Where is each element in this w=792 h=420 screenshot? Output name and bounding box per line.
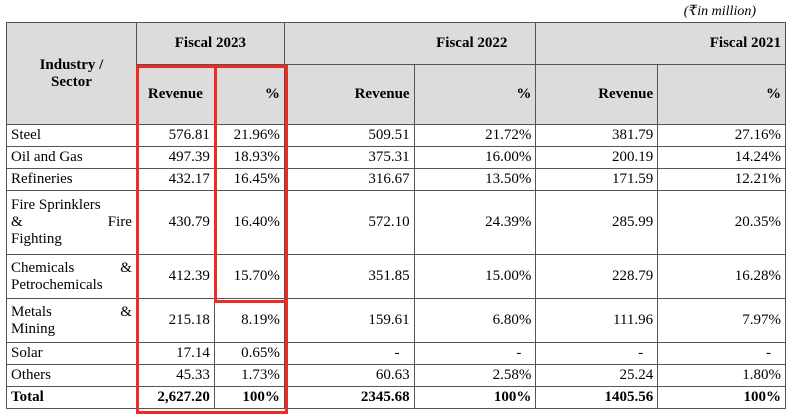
revenue-2023-cell: 497.39 [135, 146, 215, 169]
percent-2023-cell: 15.70% [213, 254, 285, 299]
revenue-2021-header: Revenue [535, 64, 659, 125]
table-row: Refineries 432.17 16.45% 316.67 13.50% 171.59… [6, 168, 786, 191]
table-row: Fire Sprinklers & Fire Fighting 430.79 16.40%… [6, 190, 786, 255]
fiscal-2023-header: Fiscal 2023 [135, 22, 285, 65]
sector-label-part: & [120, 303, 132, 320]
revenue-2023-cell: 412.39 [135, 254, 215, 299]
revenue-2022-cell: 351.85 [283, 254, 415, 299]
revenue-2022-header: Revenue [283, 64, 415, 125]
revenue-2021-cell: 200.19 [535, 146, 659, 169]
percent-2023-cell: 18.93% [213, 146, 285, 169]
revenue-2022-cell: 316.67 [283, 168, 415, 191]
percent-2023-cell: 16.45% [213, 168, 285, 191]
percent-2021-cell: 12.21% [657, 168, 786, 191]
percent-2022-cell: 6.80% [413, 298, 537, 343]
sector-label-part: Petrochemicals [11, 276, 103, 293]
percent-2021-cell: 1.80% [657, 364, 786, 387]
sector-cell: Refineries [6, 168, 137, 191]
percent-2022-cell: 24.39% [413, 190, 537, 255]
revenue-2021-cell: 111.96 [535, 298, 659, 343]
percent-2023-header: % [213, 64, 285, 125]
sector-label-part: Metals [11, 303, 52, 320]
sector-cell: Solar [6, 342, 137, 365]
revenue-2021-cell: 25.24 [535, 364, 659, 387]
sector-label-part: Mining [11, 320, 56, 337]
revenue-2021-cell: 381.79 [535, 124, 659, 147]
percent-2022-cell: 2.58% [413, 364, 537, 387]
revenue-2023-cell: 17.14 [135, 342, 215, 365]
percent-2022-cell: - [413, 342, 537, 365]
percent-2021-cell: 16.28% [657, 254, 786, 299]
percent-2021-cell: 14.24% [657, 146, 786, 169]
percent-2023-cell: 8.19% [213, 298, 285, 343]
sector-label-part: & [120, 259, 132, 276]
sector-label-part: Fire Sprinklers [11, 197, 101, 213]
percent-2022-cell: 100% [413, 386, 537, 409]
percent-2021-cell: 27.16% [657, 124, 786, 147]
percent-2021-cell: 20.35% [657, 190, 786, 255]
table-row: Chemicals & Petrochemicals 412.39 15.70% 351.… [6, 254, 786, 299]
percent-2022-header: % [413, 64, 537, 125]
sector-cell: Others [6, 364, 137, 387]
revenue-2022-cell: 375.31 [283, 146, 415, 169]
revenue-2023-cell: 2,627.20 [135, 386, 215, 409]
table-row: Oil and Gas 497.39 18.93% 375.31 16.00% 200.1… [6, 146, 786, 169]
revenue-2023-cell: 430.79 [135, 190, 215, 255]
sector-header: Industry / Sector [6, 22, 137, 125]
sector-header-label: Industry / Sector [39, 56, 104, 90]
sector-label-part: & [11, 214, 23, 230]
percent-2022-cell: 16.00% [413, 146, 537, 169]
percent-2023-cell: 0.65% [213, 342, 285, 365]
percent-2023-cell: 16.40% [213, 190, 285, 255]
revenue-2023-cell: 45.33 [135, 364, 215, 387]
revenue-2022-cell: 159.61 [283, 298, 415, 343]
revenue-2022-cell: - [283, 342, 415, 365]
revenue-by-sector-table: Industry / Sector Fiscal 2023 Fiscal 202… [6, 22, 786, 409]
percent-2021-cell: 100% [657, 386, 786, 409]
sector-cell: Total [6, 386, 137, 409]
percent-2021-cell: 7.97% [657, 298, 786, 343]
unit-note: (₹in million) [683, 4, 756, 19]
table-row: Others 45.33 1.73% 60.63 2.58% 25.24 1.80% [6, 364, 786, 387]
revenue-2021-cell: 228.79 [535, 254, 659, 299]
fiscal-2022-header: Fiscal 2022 [283, 22, 537, 65]
revenue-2022-cell: 2345.68 [283, 386, 415, 409]
revenue-2023-cell: 215.18 [135, 298, 215, 343]
revenue-2022-cell: 572.10 [283, 190, 415, 255]
percent-2021-cell: - [657, 342, 786, 365]
percent-2023-cell: 100% [213, 386, 285, 409]
table-row: Steel 576.81 21.96% 509.51 21.72% 381.79 27.16… [6, 124, 786, 147]
table-row: Metals & Mining 215.18 8.19% 159.61 6.80% 111.9… [6, 298, 786, 343]
revenue-2022-cell: 60.63 [283, 364, 415, 387]
revenue-2021-cell: 285.99 [535, 190, 659, 255]
revenue-2023-cell: 576.81 [135, 124, 215, 147]
percent-2023-cell: 1.73% [213, 364, 285, 387]
percent-2021-header: % [657, 64, 786, 125]
percent-2022-cell: 21.72% [413, 124, 537, 147]
table-row: Solar 17.14 0.65% - - - - [6, 342, 786, 365]
percent-2022-cell: 13.50% [413, 168, 537, 191]
revenue-2023-cell: 432.17 [135, 168, 215, 191]
sector-label-part: Chemicals [11, 259, 75, 276]
revenue-2021-cell: 1405.56 [535, 386, 659, 409]
percent-2022-cell: 15.00% [413, 254, 537, 299]
sector-cell: Chemicals & Petrochemicals [6, 254, 137, 299]
sector-cell: Steel [6, 124, 137, 147]
fiscal-2021-header: Fiscal 2021 [535, 22, 786, 65]
revenue-2021-cell: 171.59 [535, 168, 659, 191]
sector-label-part: Fire [107, 214, 132, 230]
revenue-2023-header: Revenue [135, 64, 215, 125]
sector-cell: Fire Sprinklers & Fire Fighting [6, 190, 137, 255]
revenue-2022-cell: 509.51 [283, 124, 415, 147]
sector-cell: Metals & Mining [6, 298, 137, 343]
percent-2023-cell: 21.96% [213, 124, 285, 147]
revenue-2021-cell: - [535, 342, 659, 365]
total-row: Total 2,627.20 100% 2345.68 100% 1405.56 100% [6, 386, 786, 409]
sector-label-part: Fighting [11, 231, 62, 247]
sector-cell: Oil and Gas [6, 146, 137, 169]
